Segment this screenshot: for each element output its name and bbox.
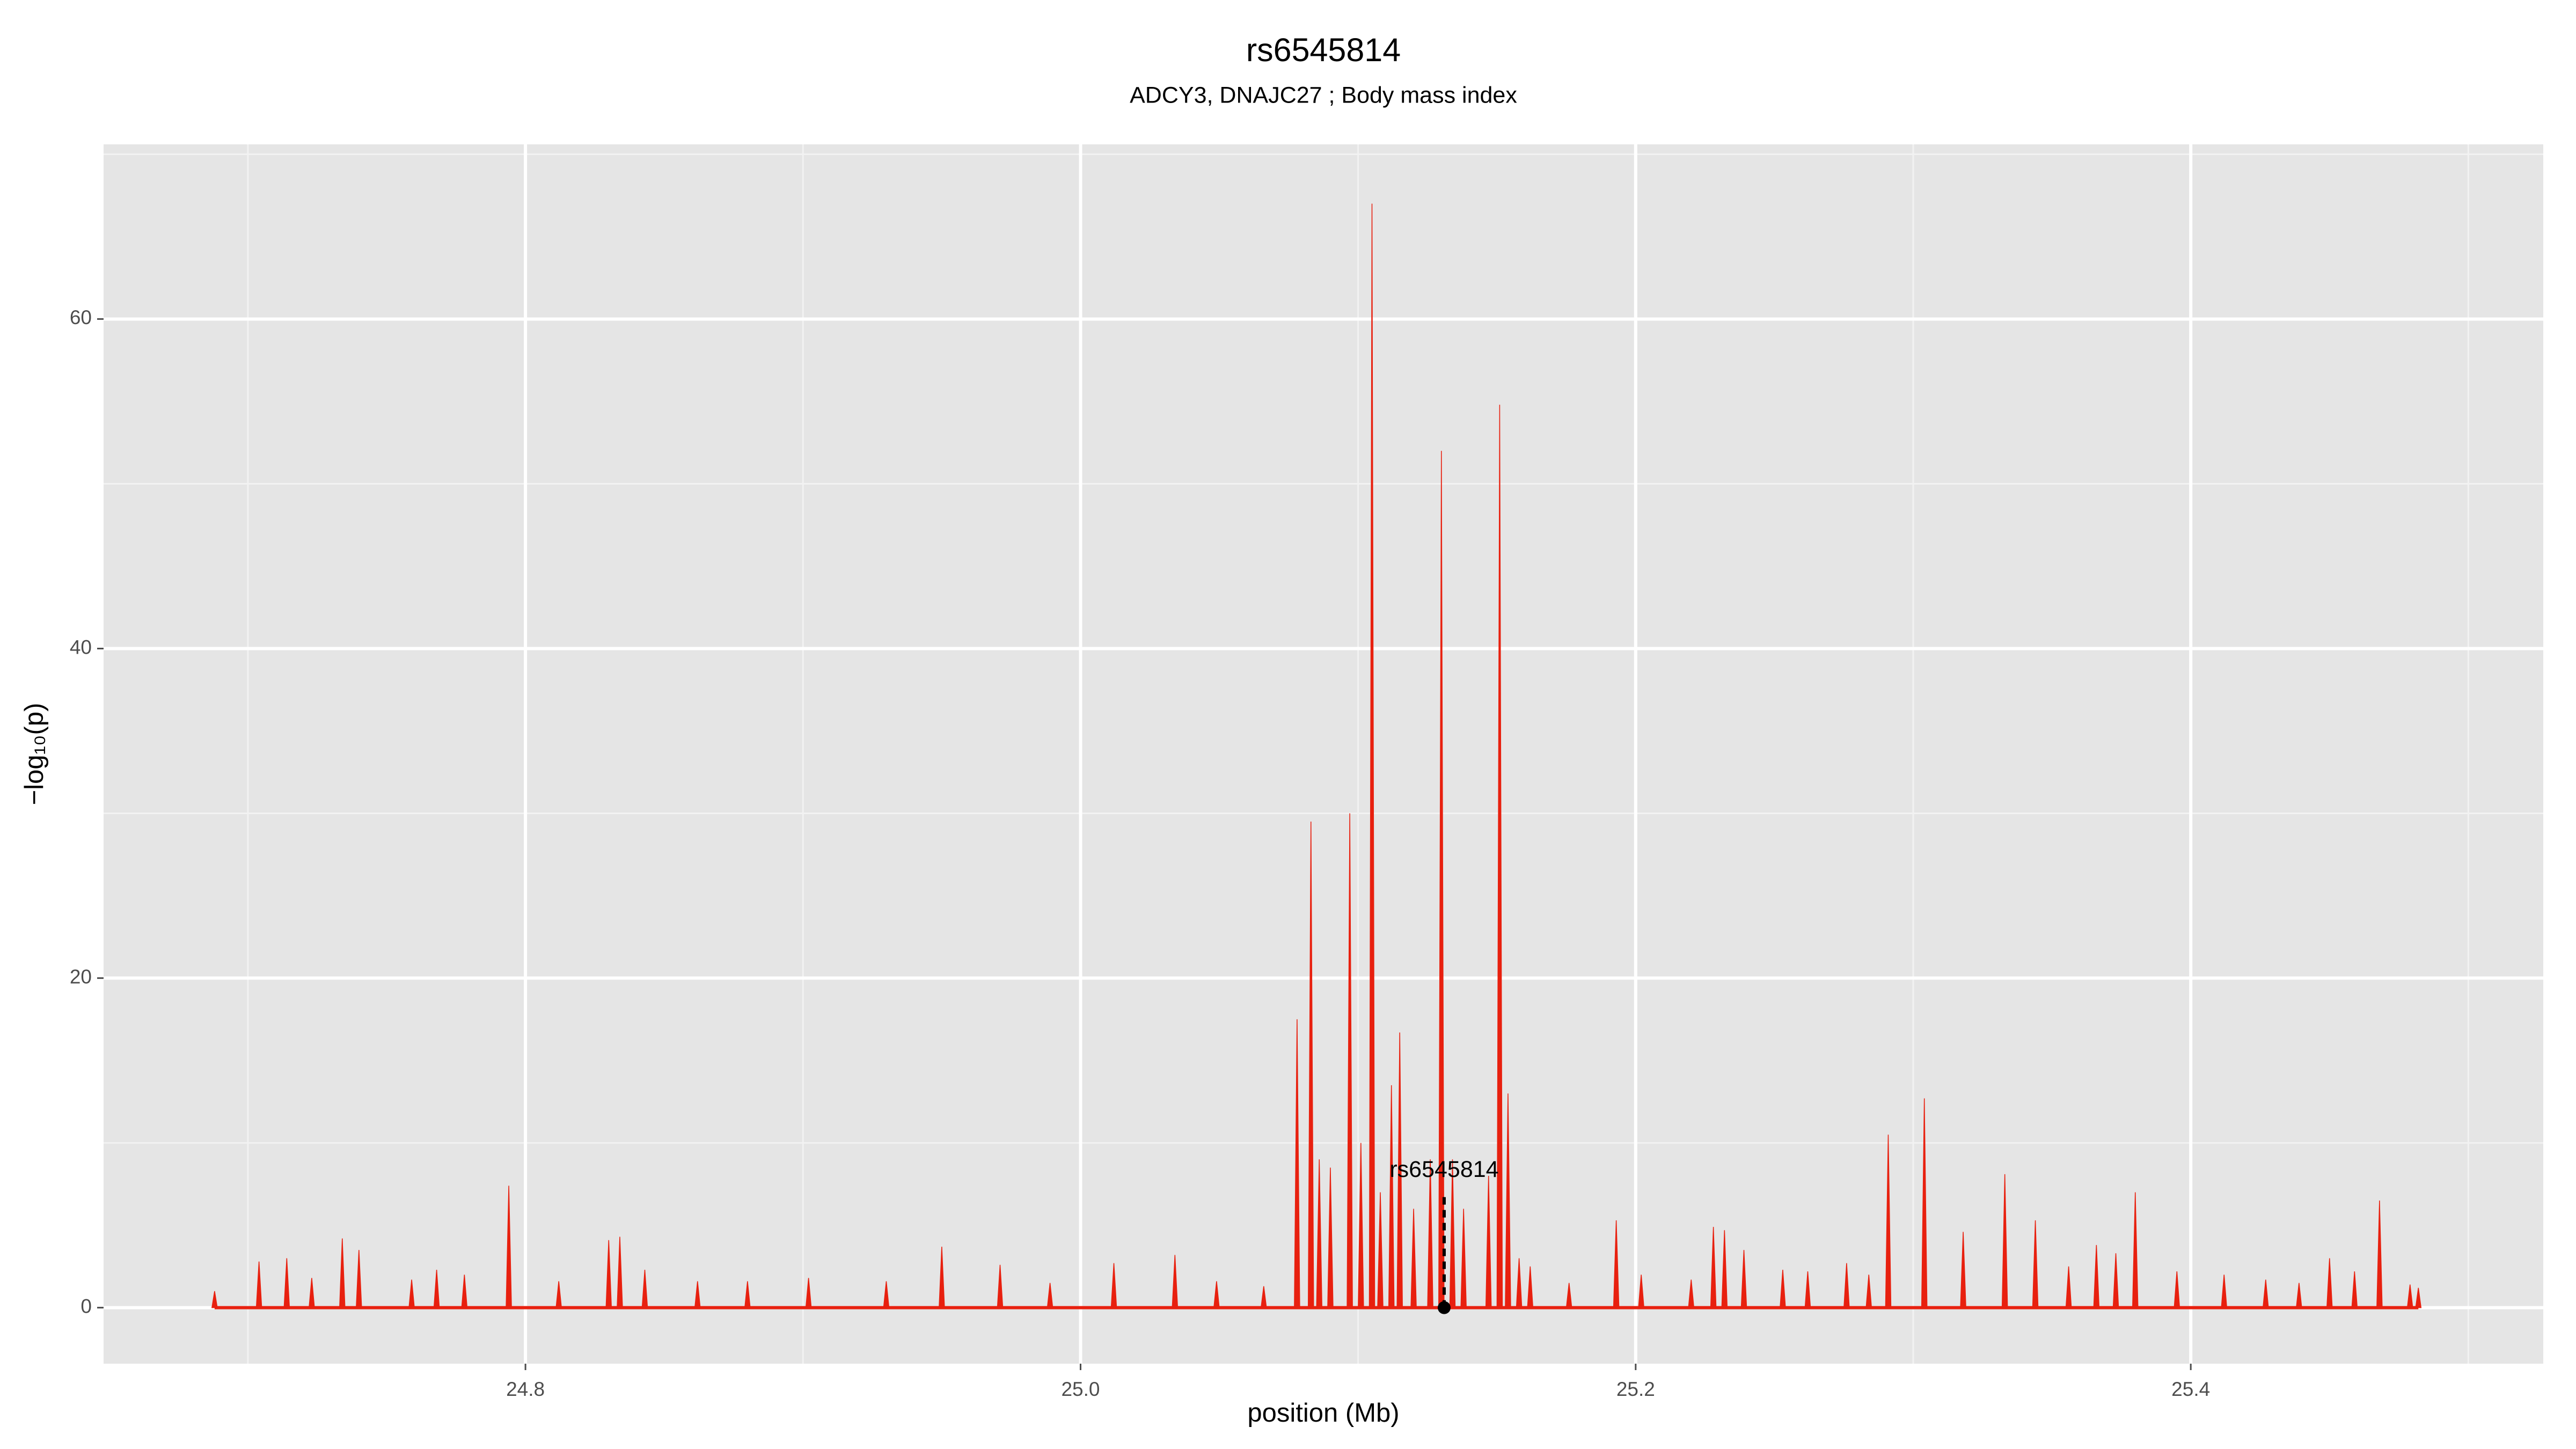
y-tick-label: 20 — [70, 965, 92, 987]
spike — [506, 1185, 512, 1308]
spike — [1565, 1283, 1572, 1308]
spike — [2001, 1174, 2008, 1308]
spike — [1960, 1232, 1966, 1308]
spike — [433, 1269, 440, 1308]
spike — [883, 1281, 890, 1308]
spike — [1213, 1281, 1220, 1308]
spike — [1740, 1250, 1747, 1308]
spike — [1613, 1220, 1620, 1308]
spike — [1110, 1263, 1117, 1308]
spike — [1921, 1098, 1928, 1308]
spike — [1638, 1275, 1644, 1308]
y-axis-title: −log₁₀(p) — [20, 703, 49, 806]
spike — [1460, 1209, 1467, 1308]
spike — [211, 1291, 218, 1308]
spike — [555, 1281, 562, 1308]
spike — [1346, 813, 1353, 1308]
highlight-point — [1437, 1301, 1451, 1314]
spike — [939, 1246, 945, 1308]
spike — [309, 1278, 315, 1308]
spike — [2093, 1245, 2100, 1308]
spike — [805, 1278, 812, 1308]
spike — [1172, 1255, 1179, 1308]
spike — [1865, 1275, 1872, 1308]
spike — [1377, 1192, 1384, 1308]
spike — [1307, 821, 1314, 1308]
spike — [1710, 1227, 1717, 1308]
spike — [1046, 1283, 1053, 1308]
spike — [339, 1238, 346, 1308]
spike — [1427, 1159, 1433, 1308]
spike — [2174, 1271, 2180, 1308]
spike — [1496, 405, 1503, 1308]
spike — [2406, 1284, 2413, 1308]
spike — [2415, 1287, 2422, 1308]
x-tick-label: 25.2 — [1616, 1378, 1655, 1400]
spike — [1843, 1263, 1850, 1308]
highlight-label: rs6545814 — [1389, 1157, 1498, 1182]
spike — [1368, 203, 1375, 1308]
spike — [1449, 1159, 1456, 1308]
x-tick-label: 24.8 — [506, 1378, 545, 1400]
spike — [1885, 1135, 1892, 1308]
chart-subtitle: ADCY3, DNAJC27 ; Body mass index — [1130, 82, 1517, 108]
chart-title: rs6545814 — [1246, 32, 1401, 68]
spike — [1804, 1271, 1811, 1308]
spike — [1780, 1269, 1786, 1308]
y-tick-label: 40 — [70, 636, 92, 658]
spike — [1505, 1093, 1511, 1308]
spike — [1294, 1019, 1300, 1308]
spike — [1260, 1286, 1267, 1308]
spike — [408, 1279, 415, 1308]
spike — [2296, 1283, 2302, 1308]
spike — [2221, 1275, 2228, 1308]
spike — [1358, 1143, 1364, 1308]
spike — [2032, 1220, 2039, 1308]
spike — [2065, 1266, 2072, 1308]
spike — [1485, 1175, 1492, 1308]
spike — [744, 1281, 751, 1308]
spike — [1410, 1209, 1417, 1308]
y-tick-label: 60 — [70, 306, 92, 328]
spike — [2351, 1271, 2358, 1308]
x-tick-label: 25.4 — [2171, 1378, 2210, 1400]
spike — [356, 1250, 362, 1308]
y-tick-label: 0 — [80, 1295, 92, 1317]
spike — [255, 1261, 262, 1308]
spike — [1688, 1279, 1695, 1308]
x-axis-title: position (Mb) — [1247, 1399, 1399, 1428]
spike — [283, 1258, 290, 1308]
x-tick-label: 25.0 — [1061, 1378, 1100, 1400]
spike — [694, 1281, 701, 1308]
spike — [617, 1236, 623, 1308]
spike — [1327, 1167, 1334, 1308]
spike — [2376, 1201, 2383, 1308]
spike — [2262, 1279, 2269, 1308]
plot-panel — [104, 144, 2543, 1364]
spike — [461, 1275, 468, 1308]
spike — [1388, 1085, 1395, 1308]
spike — [1527, 1266, 1534, 1308]
spike — [997, 1264, 1004, 1308]
spike — [1516, 1258, 1523, 1308]
spike — [2326, 1258, 2333, 1308]
spike — [641, 1269, 648, 1308]
spike — [1396, 1032, 1403, 1308]
spike — [1721, 1230, 1728, 1308]
spike — [1316, 1159, 1323, 1308]
spike — [2112, 1253, 2119, 1308]
spike — [2132, 1192, 2139, 1308]
spike — [605, 1240, 612, 1308]
